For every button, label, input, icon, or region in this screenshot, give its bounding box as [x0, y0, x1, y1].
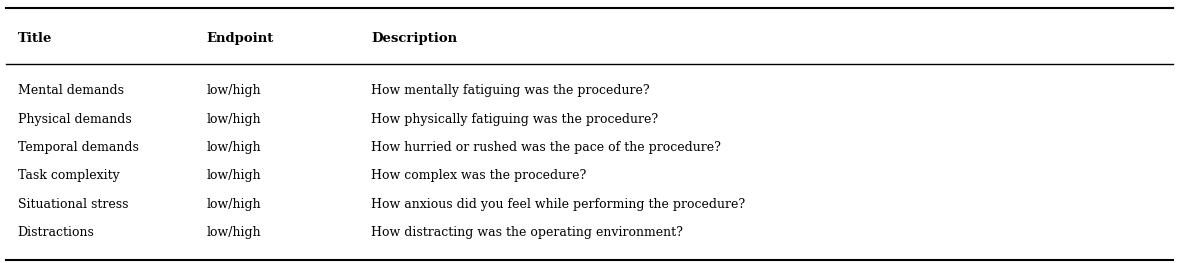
Text: Temporal demands: Temporal demands	[18, 141, 139, 154]
Text: Physical demands: Physical demands	[18, 113, 131, 126]
Text: Task complexity: Task complexity	[18, 169, 119, 183]
Text: low/high: low/high	[206, 141, 261, 154]
Text: Title: Title	[18, 32, 52, 45]
Text: How mentally fatiguing was the procedure?: How mentally fatiguing was the procedure…	[371, 84, 650, 97]
Text: Endpoint: Endpoint	[206, 32, 274, 45]
Text: Situational stress: Situational stress	[18, 198, 129, 211]
Text: How anxious did you feel while performing the procedure?: How anxious did you feel while performin…	[371, 198, 745, 211]
Text: Distractions: Distractions	[18, 226, 94, 239]
Text: How hurried or rushed was the pace of the procedure?: How hurried or rushed was the pace of th…	[371, 141, 722, 154]
Text: low/high: low/high	[206, 198, 261, 211]
Text: How distracting was the operating environment?: How distracting was the operating enviro…	[371, 226, 684, 239]
Text: low/high: low/high	[206, 84, 261, 97]
Text: low/high: low/high	[206, 169, 261, 183]
Text: How complex was the procedure?: How complex was the procedure?	[371, 169, 587, 183]
Text: How physically fatiguing was the procedure?: How physically fatiguing was the procedu…	[371, 113, 659, 126]
Text: Description: Description	[371, 32, 457, 45]
Text: low/high: low/high	[206, 113, 261, 126]
Text: low/high: low/high	[206, 226, 261, 239]
Text: Mental demands: Mental demands	[18, 84, 124, 97]
